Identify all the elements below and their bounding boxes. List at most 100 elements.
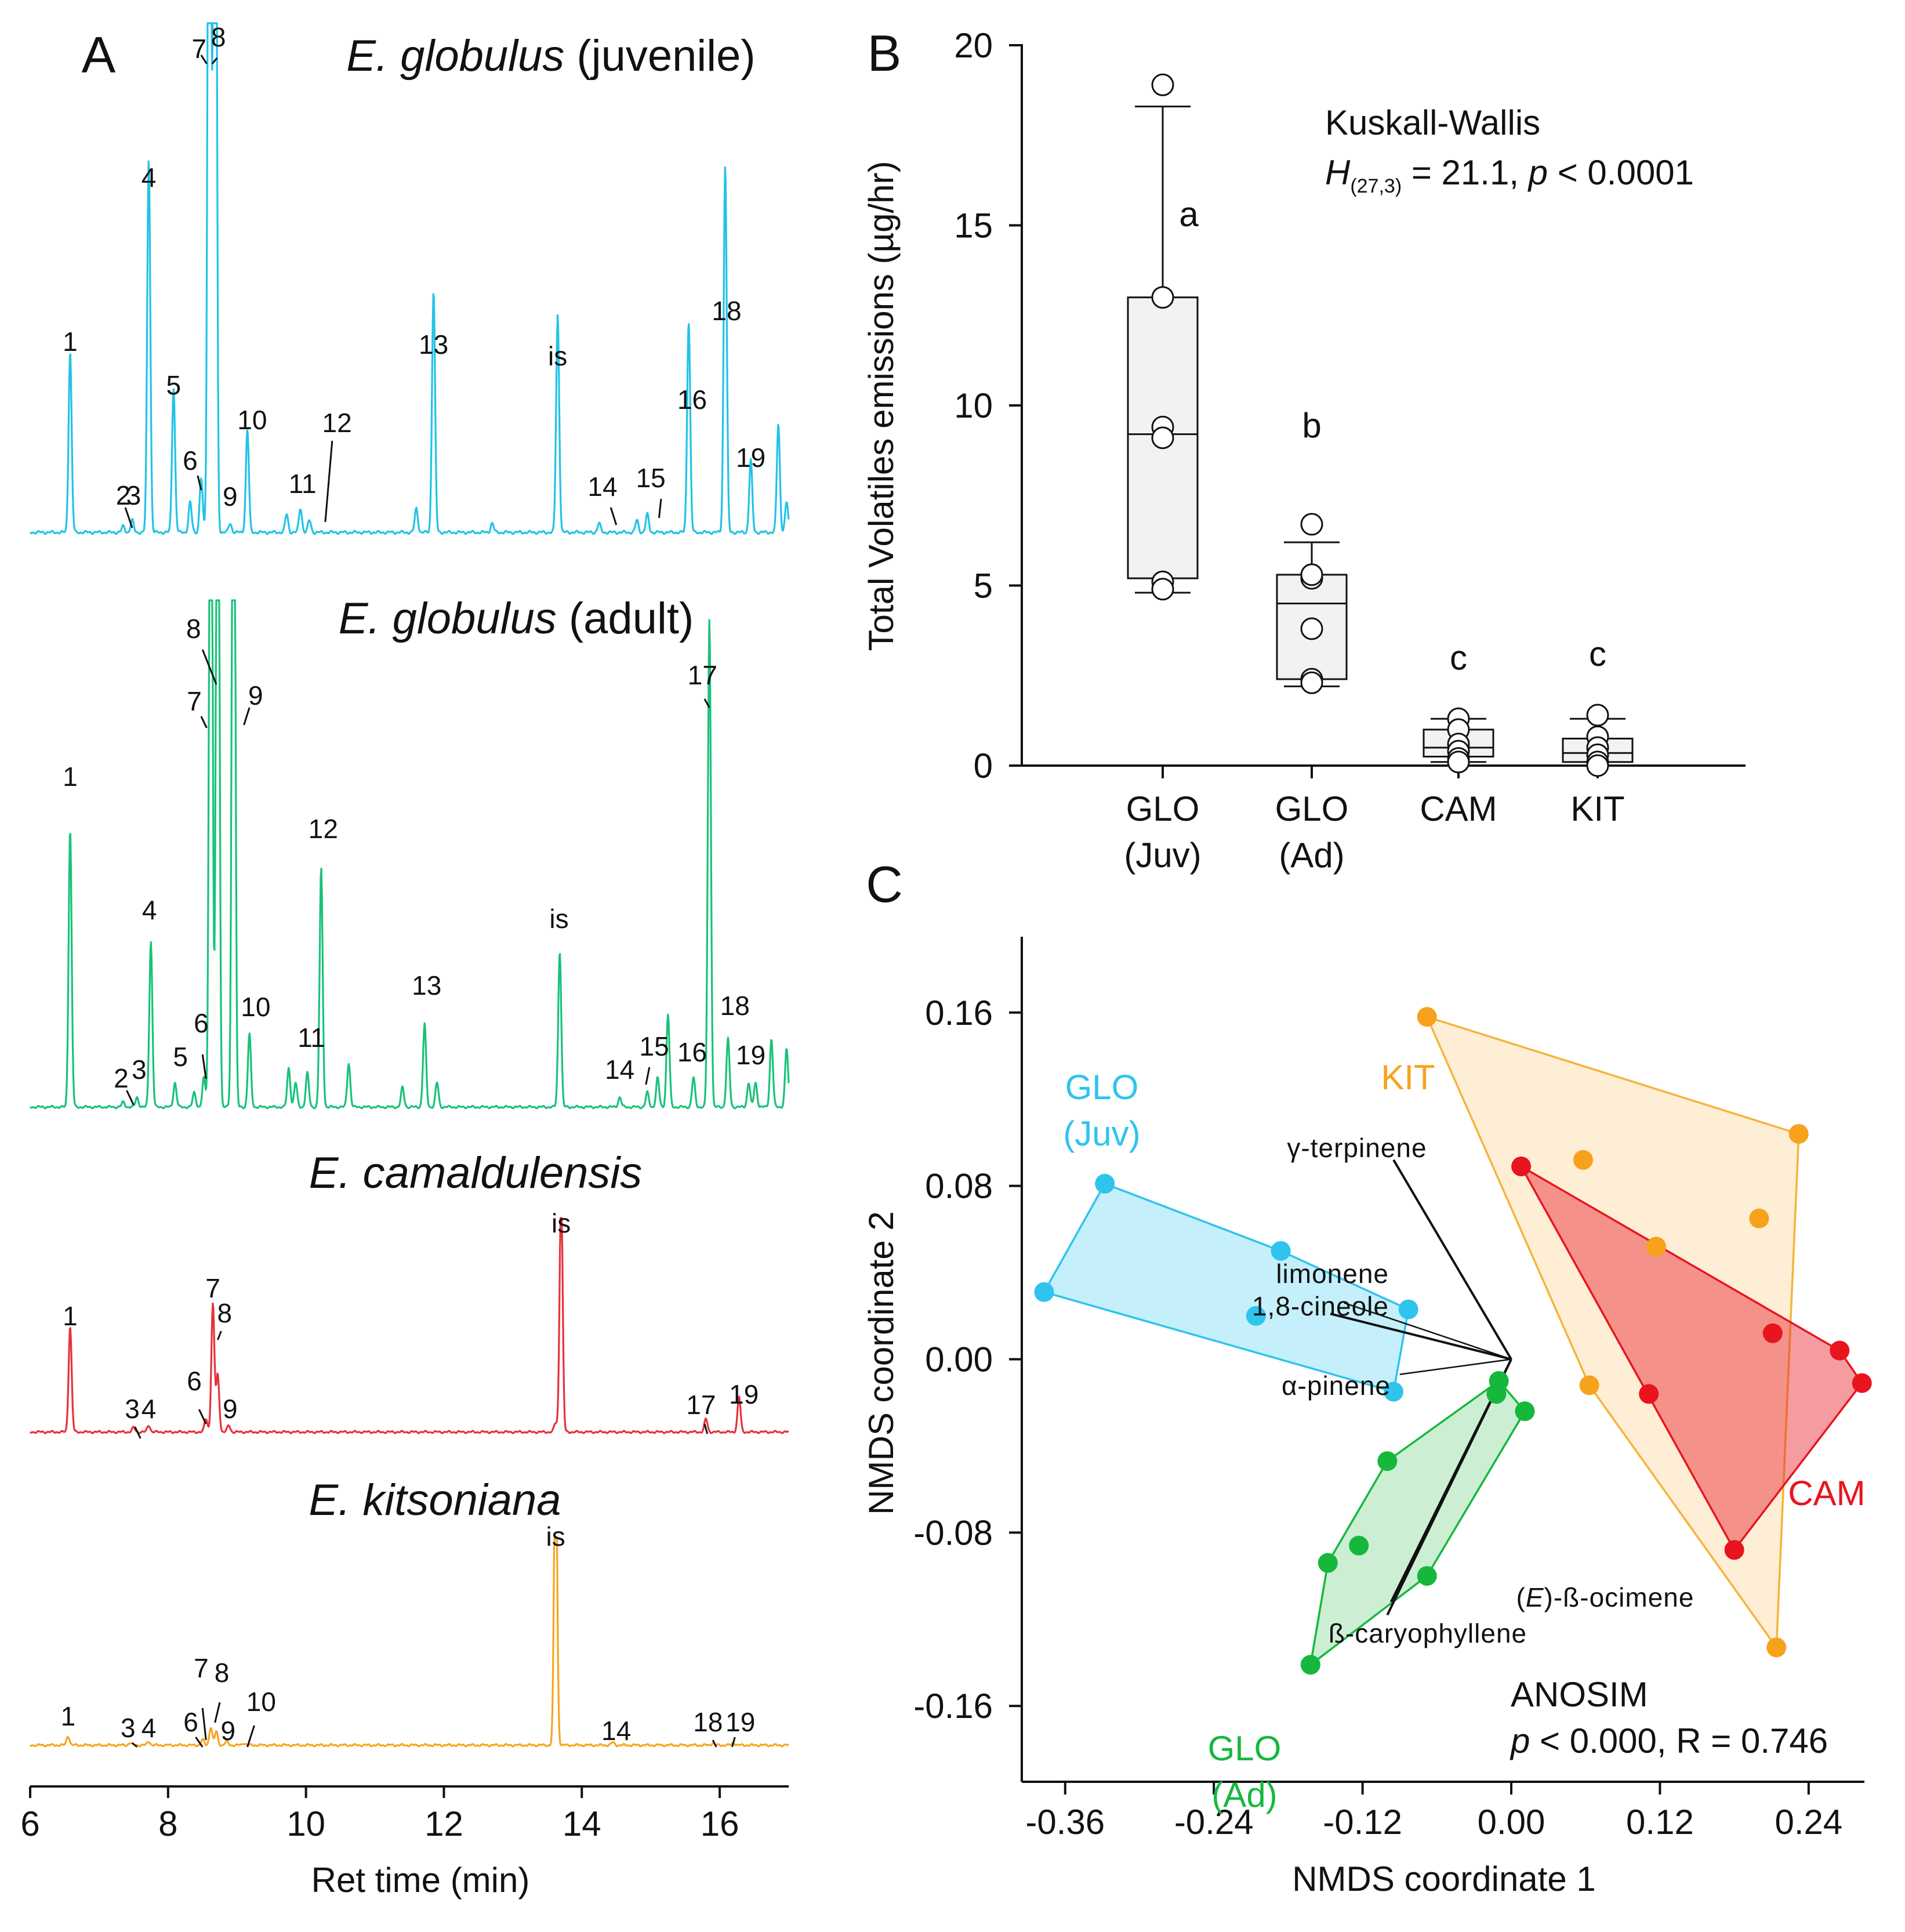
peak-label-juv-is: is [548,341,567,371]
peak-label-cam-9: 9 [223,1394,238,1424]
x-label-line1-0: GLO [1126,789,1200,828]
peak-label-ad-18: 18 [720,991,750,1021]
peak-label-cam-8: 8 [217,1298,233,1328]
box-group-2: c CAM [1420,638,1497,828]
chromatogram-kit: E. kitsoniana 1 3 4 6 7 8 9 10 is 14 18 19 [30,1476,789,1747]
trace-title-species: E. globulus [339,594,557,643]
group-name-sub-0: (Juv) [1063,1114,1140,1153]
x-label-line1-1: GLO [1275,789,1349,828]
nmds-point [1580,1375,1599,1395]
ocimene-post: )-ß-ocimene [1544,1582,1694,1612]
peak-label-ad-16: 16 [677,1037,707,1067]
panel-label-a: A [82,26,116,84]
peak-label-ad-15: 15 [640,1031,669,1061]
peak-label-juv-4: 4 [141,162,157,193]
data-point [1301,514,1322,535]
peak-label-ad-3: 3 [132,1054,147,1085]
x-tick-label-c-0.00: 0.00 [1478,1803,1545,1842]
data-point [1152,74,1173,95]
anosim-p: p [1510,1721,1530,1760]
box-group-1: b GLO (Ad) [1275,406,1349,875]
peak-label-kit-14: 14 [601,1716,631,1746]
y-axis-title-c: NMDS coordinate 2 [862,1211,901,1515]
peak-label-cam-6: 6 [187,1366,202,1396]
peak-label-kit-is: is [546,1521,565,1552]
y-tick-label-c-0.16: 0.16 [925,994,993,1032]
peak-pointer-kit-4 [202,1708,206,1740]
ocimene-pre: ( [1516,1582,1526,1612]
x-axis-title-c: NMDS coordinate 1 [1292,1859,1596,1898]
trace-line-ad [30,600,789,1108]
x-label-line2-1: (Ad) [1279,836,1344,875]
nmds-point [1852,1373,1872,1393]
peak-label-kit-4: 4 [141,1713,157,1743]
peak-label-juv-12: 12 [322,408,352,438]
peak-label-juv-6: 6 [183,445,198,476]
trace-title-stage: (juvenile) [564,31,755,81]
peak-label-ad-13: 13 [412,970,441,1001]
vector-label-5: ß-caryophyllene [1329,1618,1527,1648]
peak-label-ad-1: 1 [63,762,78,792]
peak-pointer-ad-15 [646,1067,649,1085]
x-label-line1-3: KIT [1570,789,1624,828]
stat-prest: < 0.0001 [1548,153,1694,192]
figure-canvas: E. globulus (juvenile)1234567 8910111213 i… [0,0,1905,1932]
peak-pointer-juv-1 [125,508,132,528]
nmds-point [1417,1007,1437,1027]
y-tick-label-b-20: 20 [954,26,993,65]
y-tick-label-b-0: 0 [974,746,993,785]
group-letter-0: a [1179,195,1199,234]
x-tick-label-c--0.36: -0.36 [1025,1803,1105,1842]
nmds-point [1417,1566,1437,1586]
nmds-point [1511,1157,1531,1176]
data-point [1301,618,1322,639]
nmds-point [1301,1655,1320,1674]
peak-label-juv-10: 10 [237,405,267,435]
x-tick-label-6: 6 [20,1804,39,1843]
group-letter-2: c [1450,638,1467,677]
data-point [1301,564,1322,585]
peak-label-cam-17: 17 [686,1390,716,1420]
test-title: Kuskall-Wallis [1325,103,1540,142]
group-name-3: CAM [1788,1474,1865,1513]
x-label-line2-0: (Juv) [1124,836,1201,875]
data-point [1301,672,1322,693]
trace-title-juv: E. globulus (juvenile) [346,31,756,81]
data-point [1448,752,1469,773]
vector-label-4: (E)-ß-ocimene [1516,1582,1694,1612]
peak-pointer-kit-5 [215,1702,220,1723]
peak-label-kit-8: 8 [215,1658,230,1688]
x-tick-label-14: 14 [563,1804,601,1843]
peak-label-ad-7: 7 [187,686,202,716]
stat-sub: (27,3) [1350,175,1402,197]
y-tick-label-b-10: 10 [954,386,993,425]
peak-pointer-cam-5 [217,1331,221,1340]
peak-label-ad-10: 10 [241,992,270,1022]
box-group-0: a GLO (Juv) [1124,74,1201,875]
nmds-point [1515,1401,1535,1421]
peak-label-juv-18: 18 [712,296,741,326]
y-tick-label-b-15: 15 [954,206,993,245]
peak-label-juv-19: 19 [736,443,765,473]
panel-label-b: B [868,24,902,82]
data-point [1152,427,1173,448]
peak-label-cam-is: is [551,1208,571,1238]
peak-label-ad-9: 9 [248,680,263,711]
nmds-point [1646,1237,1666,1256]
nmds-point [1749,1209,1769,1228]
trace-title-ad: E. globulus (adult) [339,594,694,643]
group-name-sub-1: (Ad) [1211,1775,1277,1814]
y-tick-label-b-5: 5 [974,567,993,606]
stat-p: p [1527,153,1548,192]
ocimene-e: E [1526,1582,1544,1612]
nmds-point [1789,1124,1809,1144]
peak-pointer-ad-8 [244,708,250,725]
peak-label-ad-11: 11 [297,1023,325,1053]
peak-pointer-juv-15 [659,499,661,518]
vector-label-2: 1,8-cineole [1252,1291,1389,1321]
x-tick-label-16: 16 [701,1804,739,1843]
peak-label-cam-4: 4 [141,1394,157,1424]
group-name-0: GLO [1065,1068,1139,1107]
data-point [1152,579,1173,600]
group-name-1: GLO [1208,1729,1282,1768]
